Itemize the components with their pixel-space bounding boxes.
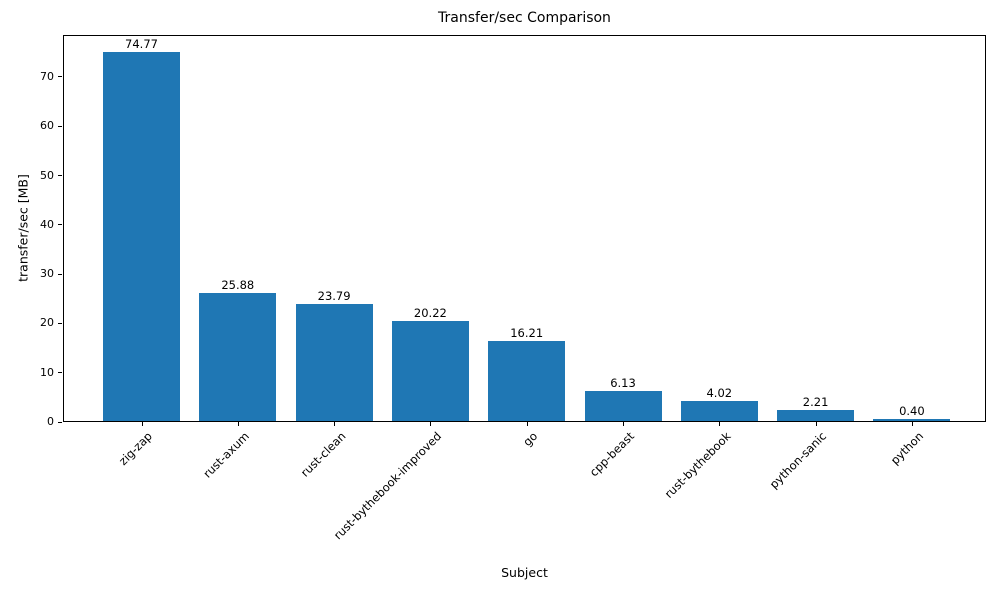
bar xyxy=(873,419,951,421)
x-tick-mark xyxy=(141,422,143,426)
bar xyxy=(103,52,180,421)
x-tick-mark xyxy=(623,422,624,426)
y-tick-mark xyxy=(58,175,62,176)
x-tick-label: rust-bythebook xyxy=(661,429,734,501)
bar-value-label: 0.40 xyxy=(899,404,925,419)
x-tick-label: rust-axum xyxy=(200,429,252,481)
bar xyxy=(199,293,277,421)
bar xyxy=(584,390,662,421)
x-tick-label: cpp-beast xyxy=(586,429,637,480)
y-tick-label: 70 xyxy=(40,69,54,83)
y-tick-mark xyxy=(58,76,62,78)
y-tick-label: 30 xyxy=(40,267,54,281)
x-tick-mark xyxy=(334,422,336,426)
y-tick-label: 60 xyxy=(40,119,54,133)
bar xyxy=(488,341,566,421)
x-tick-mark xyxy=(526,422,528,426)
bar-value-label: 4.02 xyxy=(706,386,733,401)
y-tick-label: 40 xyxy=(40,217,54,231)
bar xyxy=(680,401,758,421)
y-tick-mark xyxy=(58,421,62,423)
chart-title: Transfer/sec Comparison xyxy=(438,10,611,26)
bar xyxy=(391,321,469,421)
x-tick-label: go xyxy=(520,429,541,450)
bar-value-label: 25.88 xyxy=(221,278,255,293)
bar-value-label: 23.79 xyxy=(317,288,351,303)
y-tick-label: 50 xyxy=(40,168,54,182)
bar xyxy=(777,410,855,421)
x-axis-label: Subject xyxy=(501,565,548,580)
x-tick-mark xyxy=(815,422,817,426)
x-tick-label: python-sanic xyxy=(767,429,830,492)
y-tick-mark xyxy=(58,125,62,127)
y-tick-mark xyxy=(58,224,62,226)
y-tick-label: 20 xyxy=(40,316,54,330)
bar-value-label: 6.13 xyxy=(610,375,636,390)
x-tick-label: python xyxy=(887,429,926,468)
x-tick-label: zig-zap xyxy=(116,429,156,468)
y-tick-label: 0 xyxy=(47,415,54,428)
bar-value-label: 20.22 xyxy=(413,306,447,321)
bar-value-label: 74.77 xyxy=(125,37,158,52)
bar-value-label: 16.21 xyxy=(510,326,544,341)
bar-value-label: 2.21 xyxy=(802,395,829,410)
y-tick-mark xyxy=(58,372,62,374)
x-tick-mark xyxy=(237,422,239,426)
x-tick-mark xyxy=(719,422,721,426)
y-tick-label: 10 xyxy=(40,365,54,379)
y-tick-mark xyxy=(58,273,62,275)
x-tick-label: rust-bythebook-improved xyxy=(331,429,445,543)
x-tick-label: rust-clean xyxy=(297,429,349,480)
x-tick-mark xyxy=(911,422,913,426)
plot-area xyxy=(63,35,986,422)
x-tick-mark xyxy=(430,422,432,426)
y-tick-mark xyxy=(58,322,62,324)
bar xyxy=(295,303,373,421)
